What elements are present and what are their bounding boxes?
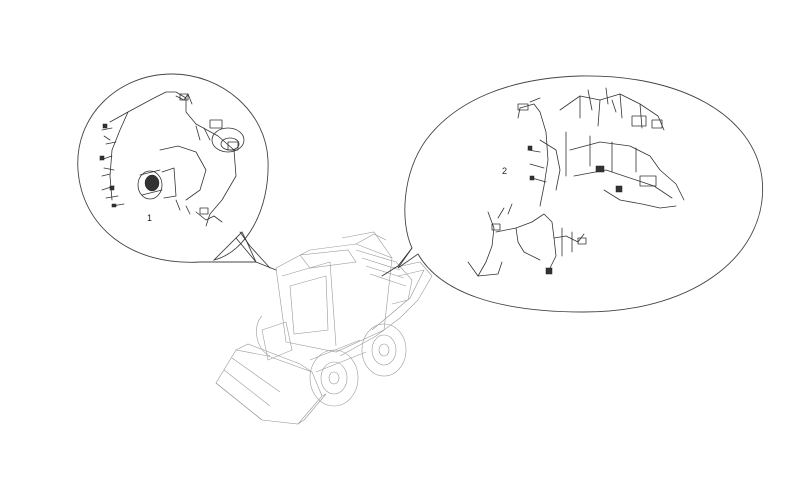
- harness-parts-group-2: [467, 87, 685, 277]
- bucket: [215, 343, 327, 425]
- callout-bubble-2: 2: [381, 75, 764, 313]
- lift-arm: [261, 261, 433, 361]
- callout-1-number: 1: [147, 213, 152, 223]
- engine-compartment: [355, 249, 413, 305]
- callout-bubble-1: 1: [77, 73, 277, 271]
- callout-2-number: 2: [502, 166, 507, 176]
- front-wheel: [309, 349, 359, 407]
- skid-steer-loader-illustration: [215, 231, 433, 425]
- harness-parts-group-1: [99, 91, 245, 227]
- alternator: [137, 167, 177, 200]
- rear-wheel: [361, 323, 407, 377]
- cab: [275, 231, 393, 353]
